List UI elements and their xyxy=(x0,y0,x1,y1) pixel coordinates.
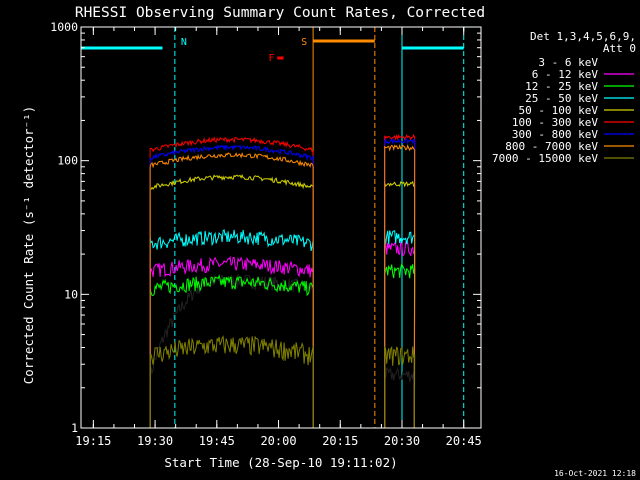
series-7-segment-1 xyxy=(384,144,416,429)
x-tick-label-3: 20:00 xyxy=(260,434,296,448)
annotation-s: S xyxy=(301,37,307,48)
annotation-n: N xyxy=(181,37,187,48)
series-4-segment-0 xyxy=(149,173,314,428)
legend-entry-3: 25 - 50 keV xyxy=(525,92,598,105)
y-axis-label: Corrected Count Rate (s⁻¹ detector⁻¹) xyxy=(21,106,36,384)
series-1 xyxy=(149,241,416,429)
annotation-f: F xyxy=(269,53,275,64)
legend-header-line-1: Det 1,3,4,5,6,9, xyxy=(530,30,636,43)
series-6-segment-1 xyxy=(384,137,416,429)
y-tick-label-3: 1000 xyxy=(50,20,78,34)
series-8 xyxy=(149,335,416,429)
x-tick-label-6: 20:45 xyxy=(446,434,482,448)
series-8-segment-0 xyxy=(149,335,314,428)
legend-entry-5: 100 - 300 keV xyxy=(512,116,598,129)
legend-entry-2: 12 - 25 keV xyxy=(525,80,598,93)
legend-entry-0: 3 - 6 keV xyxy=(538,56,598,69)
series-4 xyxy=(149,173,416,429)
series-6-segment-0 xyxy=(149,143,314,428)
y-tick-label-0: 1 xyxy=(71,421,78,435)
x-tick-label-5: 20:30 xyxy=(384,434,420,448)
series-1-segment-0 xyxy=(149,255,314,428)
x-tick-label-1: 19:30 xyxy=(137,434,173,448)
x-axis-label: Start Time (28-Sep-10 19:11:02) xyxy=(164,455,397,470)
legend-entry-4: 50 - 100 keV xyxy=(519,104,599,117)
legend-entry-8: 7000 - 15000 keV xyxy=(492,152,598,165)
series-7-segment-0 xyxy=(149,152,314,428)
legend-entry-6: 300 - 800 keV xyxy=(512,128,598,141)
y-tick-label-1: 10 xyxy=(64,287,78,301)
legend-header-line-2: Att 0 xyxy=(603,42,636,55)
plot-area: N F S xyxy=(80,27,465,429)
series-4-segment-1 xyxy=(384,180,416,429)
series-1-segment-1 xyxy=(384,241,416,429)
series-7 xyxy=(149,144,416,429)
footer-timestamp: 16-Oct-2021 12:18 xyxy=(554,469,636,478)
y-tick-label-2: 100 xyxy=(57,154,78,168)
plot-frame xyxy=(80,26,482,429)
series-2-segment-1 xyxy=(384,262,416,429)
x-tick-label-2: 19:45 xyxy=(199,434,235,448)
series-8-segment-1 xyxy=(384,345,416,429)
x-tick-label-4: 20:15 xyxy=(322,434,358,448)
series-5 xyxy=(149,133,416,429)
series-3 xyxy=(149,228,416,429)
series-3-segment-0 xyxy=(149,228,314,428)
series-2 xyxy=(149,262,416,429)
series-3-segment-1 xyxy=(384,230,416,429)
series-5-segment-1 xyxy=(384,133,416,429)
y-axis: 1 10 100 1000 xyxy=(50,20,481,435)
x-tick-label-0: 19:15 xyxy=(75,434,111,448)
chart-title: RHESSI Observing Summary Count Rates, Co… xyxy=(75,5,485,21)
series-5-segment-0 xyxy=(149,136,314,428)
legend-entry-1: 6 - 12 keV xyxy=(532,68,599,81)
x-axis: 19:15 19:30 19:45 20:00 20:15 20:30 20:45 xyxy=(75,27,482,448)
series-0-segment-1 xyxy=(384,366,416,429)
series-2-segment-0 xyxy=(149,274,314,428)
legend-entry-7: 800 - 7000 keV xyxy=(505,140,598,153)
series-6 xyxy=(149,137,416,429)
